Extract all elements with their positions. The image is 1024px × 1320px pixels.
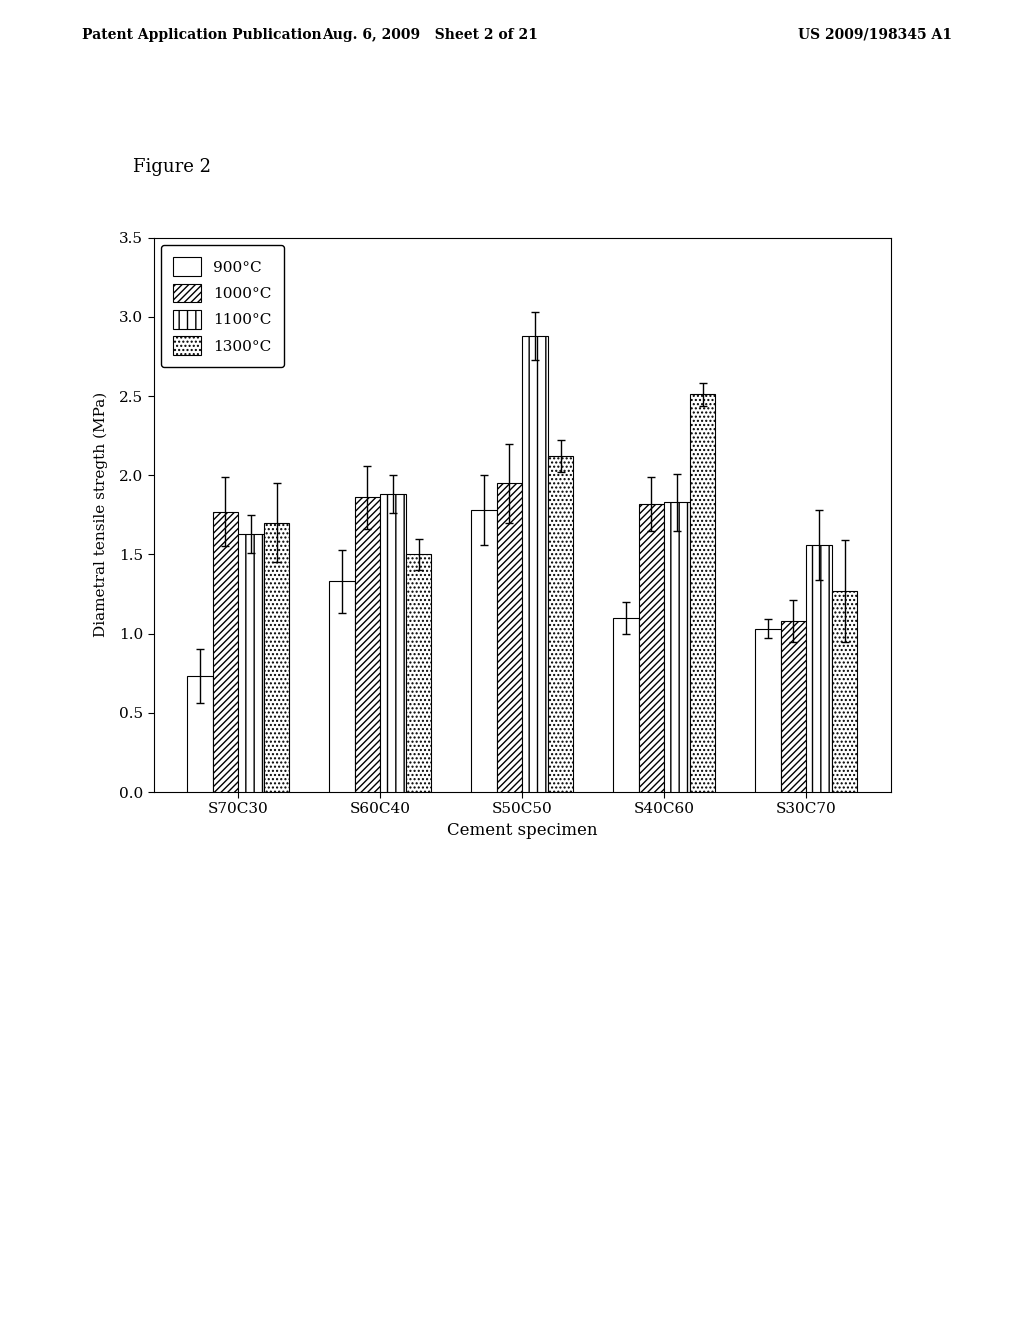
Bar [613, 618, 639, 792]
Bar [831, 591, 857, 792]
Bar [806, 545, 831, 792]
Bar [522, 335, 548, 792]
Bar [471, 510, 497, 792]
Bar [213, 512, 239, 792]
Bar [755, 628, 780, 792]
Bar [187, 676, 213, 792]
Legend: 900°C, 1000°C, 1100°C, 1300°C: 900°C, 1000°C, 1100°C, 1300°C [161, 246, 284, 367]
Text: Aug. 6, 2009   Sheet 2 of 21: Aug. 6, 2009 Sheet 2 of 21 [323, 28, 538, 42]
Text: US 2009/198345 A1: US 2009/198345 A1 [799, 28, 952, 42]
Text: Figure 2: Figure 2 [133, 158, 211, 177]
Text: Patent Application Publication: Patent Application Publication [82, 28, 322, 42]
Bar [780, 620, 806, 792]
X-axis label: Cement specimen: Cement specimen [447, 822, 597, 840]
Bar [497, 483, 522, 792]
Bar [380, 494, 406, 792]
Bar [354, 498, 380, 792]
Bar [690, 395, 716, 792]
Y-axis label: Diametral tensile stregth (MPa): Diametral tensile stregth (MPa) [93, 392, 108, 638]
Bar [239, 533, 264, 792]
Bar [548, 457, 573, 792]
Bar [406, 554, 431, 792]
Bar [264, 523, 290, 792]
Bar [665, 502, 690, 792]
Bar [329, 581, 354, 792]
Bar [639, 504, 665, 792]
